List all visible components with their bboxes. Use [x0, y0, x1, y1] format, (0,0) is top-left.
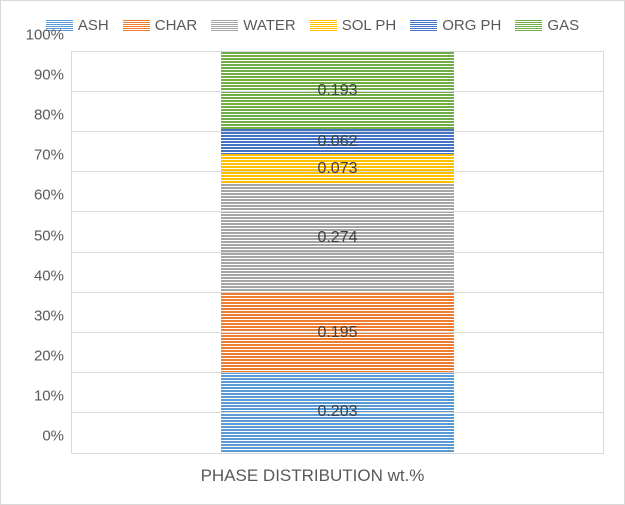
- stacked-bar: 0.2030.1950.2740.0730.0620.193: [221, 52, 455, 453]
- data-label: 0.203: [221, 372, 455, 453]
- bar-segment: 0.062: [221, 129, 455, 154]
- data-label: 0.195: [221, 293, 455, 371]
- y-tick-label: 30%: [12, 307, 64, 324]
- legend-swatch: [515, 20, 542, 31]
- x-axis-label: PHASE DISTRIBUTION wt.%: [1, 466, 624, 486]
- bar-segment: 0.193: [221, 52, 455, 129]
- legend-label: WATER: [243, 17, 296, 34]
- y-tick-label: 40%: [12, 267, 64, 284]
- legend-swatch: [211, 20, 238, 31]
- bar-segment: 0.195: [221, 293, 455, 371]
- y-tick-label: 50%: [12, 227, 64, 244]
- legend-item: SOL PH: [310, 17, 396, 34]
- legend-item: WATER: [211, 17, 296, 34]
- data-label: 0.274: [221, 184, 455, 294]
- y-tick-label: 100%: [12, 27, 64, 44]
- y-tick-label: 10%: [12, 387, 64, 404]
- y-tick-label: 70%: [12, 147, 64, 164]
- bar-segment: 0.274: [221, 184, 455, 294]
- legend-label: SOL PH: [342, 17, 396, 34]
- bar-segment: 0.203: [221, 372, 455, 453]
- legend: ASH CHAR WATER SOL PH ORG PH GAS: [11, 11, 614, 48]
- y-tick-label: 20%: [12, 347, 64, 364]
- plot-area: 0.2030.1950.2740.0730.0620.193 0%10%20%3…: [71, 51, 604, 454]
- legend-item: CHAR: [123, 17, 198, 34]
- legend-swatch: [310, 20, 337, 31]
- y-tick-label: 0%: [12, 428, 64, 445]
- legend-swatch: [410, 20, 437, 31]
- chart-container: ASHCHARWATERSOL PHORG PHGAS 0.2030.1950.…: [0, 0, 625, 505]
- legend-label: CHAR: [155, 17, 198, 34]
- bar-segment: 0.073: [221, 154, 455, 183]
- data-label: 0.062: [221, 129, 455, 154]
- legend-item: ORG PH: [410, 17, 501, 34]
- y-tick-label: 90%: [12, 67, 64, 84]
- legend-label: GAS: [547, 17, 579, 34]
- y-tick-label: 80%: [12, 107, 64, 124]
- legend-label: ASH: [78, 17, 109, 34]
- legend-swatch: [123, 20, 150, 31]
- legend-label: ORG PH: [442, 17, 501, 34]
- data-label: 0.193: [221, 52, 455, 129]
- data-label: 0.073: [221, 154, 455, 183]
- legend-item: GAS: [515, 17, 579, 34]
- y-tick-label: 60%: [12, 187, 64, 204]
